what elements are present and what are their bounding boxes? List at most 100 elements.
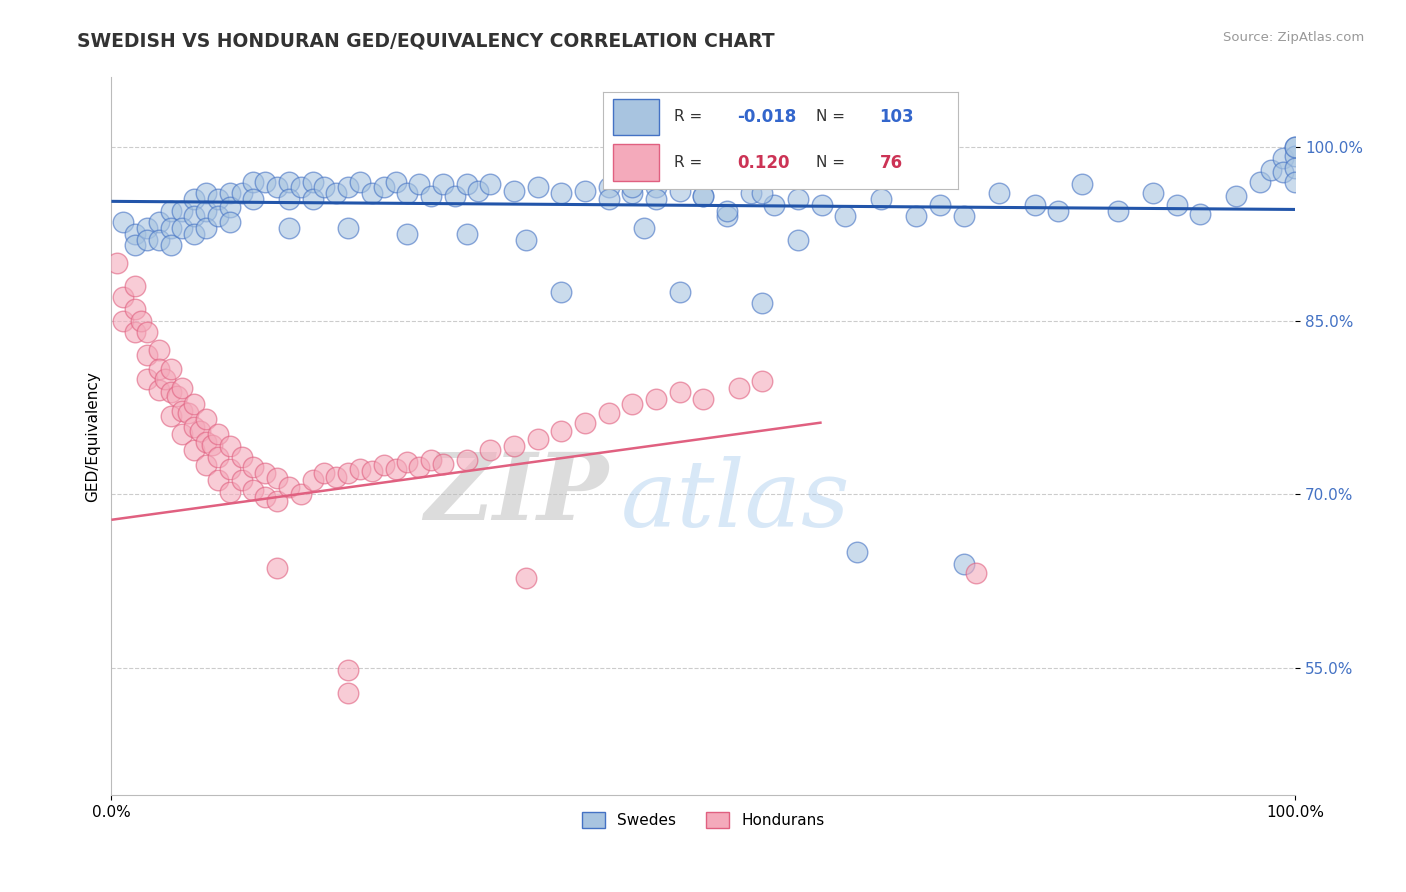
Point (751, 374, 773, 388)
Point (148, 383, 170, 397)
Point (1284, 140, 1306, 154)
Point (574, 184, 596, 198)
Point (314, 467, 336, 481)
Point (218, 186, 240, 201)
Point (135, 221, 157, 235)
Point (598, 192, 620, 206)
Point (207, 427, 229, 442)
Point (183, 210, 205, 224)
Point (645, 392, 668, 407)
Point (195, 435, 218, 450)
Point (159, 362, 181, 376)
Point (763, 198, 786, 212)
Point (314, 180, 336, 194)
Point (432, 177, 454, 191)
Point (124, 301, 146, 316)
Point (153, 371, 176, 385)
Point (172, 203, 194, 218)
Point (384, 175, 406, 189)
Point (278, 221, 301, 235)
Point (479, 443, 502, 458)
Point (231, 474, 253, 488)
Point (1166, 198, 1188, 212)
Point (598, 406, 620, 420)
Point (751, 296, 773, 310)
Point (751, 186, 773, 201)
Point (195, 203, 218, 218)
Point (420, 452, 443, 467)
Point (166, 389, 188, 403)
Point (1047, 203, 1070, 218)
Point (177, 406, 200, 420)
Point (574, 416, 596, 430)
Point (242, 175, 264, 189)
Point (1284, 175, 1306, 189)
Point (290, 180, 312, 194)
Point (183, 420, 205, 434)
Point (787, 192, 810, 206)
Point (218, 485, 240, 500)
Point (195, 221, 218, 235)
Point (668, 385, 690, 400)
Point (645, 192, 668, 206)
Point (129, 313, 152, 327)
Point (633, 221, 655, 235)
Point (1272, 165, 1295, 179)
Point (337, 663, 360, 677)
Point (432, 457, 454, 471)
Point (360, 464, 382, 478)
Text: ZIP: ZIP (425, 449, 609, 539)
Point (965, 566, 987, 580)
Text: Source: ZipAtlas.com: Source: ZipAtlas.com (1223, 31, 1364, 45)
Point (502, 184, 524, 198)
Text: atlas: atlas (620, 456, 849, 546)
Point (727, 381, 749, 395)
Point (621, 186, 644, 201)
Point (301, 474, 323, 488)
Point (135, 348, 157, 362)
Point (266, 180, 288, 194)
Point (242, 192, 264, 206)
Point (515, 233, 537, 247)
Point (325, 470, 347, 484)
Point (325, 186, 347, 201)
Point (502, 439, 524, 453)
Point (183, 192, 205, 206)
Point (337, 221, 360, 235)
Point (668, 184, 690, 198)
Point (301, 192, 323, 206)
Point (159, 203, 181, 218)
Point (266, 561, 288, 575)
Point (1260, 163, 1282, 178)
Point (254, 175, 277, 189)
Point (1272, 152, 1295, 166)
Point (218, 215, 240, 229)
Point (207, 474, 229, 488)
Point (716, 210, 738, 224)
Point (952, 210, 974, 224)
Point (124, 325, 146, 339)
Point (218, 200, 240, 214)
Point (207, 192, 229, 206)
Text: SWEDISH VS HONDURAN GED/EQUIVALENCY CORRELATION CHART: SWEDISH VS HONDURAN GED/EQUIVALENCY CORR… (77, 31, 775, 50)
Point (231, 450, 253, 465)
Point (905, 210, 928, 224)
Point (135, 325, 157, 339)
Point (1142, 186, 1164, 201)
Point (373, 458, 395, 473)
Point (254, 490, 277, 504)
Point (360, 186, 382, 201)
Point (716, 203, 738, 218)
Point (621, 397, 644, 411)
Point (349, 462, 371, 476)
Point (172, 427, 194, 442)
Point (810, 198, 832, 212)
Point (135, 233, 157, 247)
Point (692, 188, 714, 202)
Point (1107, 203, 1129, 218)
Point (1189, 207, 1212, 221)
Point (201, 437, 224, 451)
Point (195, 412, 218, 426)
Point (869, 192, 891, 206)
Point (668, 285, 690, 299)
